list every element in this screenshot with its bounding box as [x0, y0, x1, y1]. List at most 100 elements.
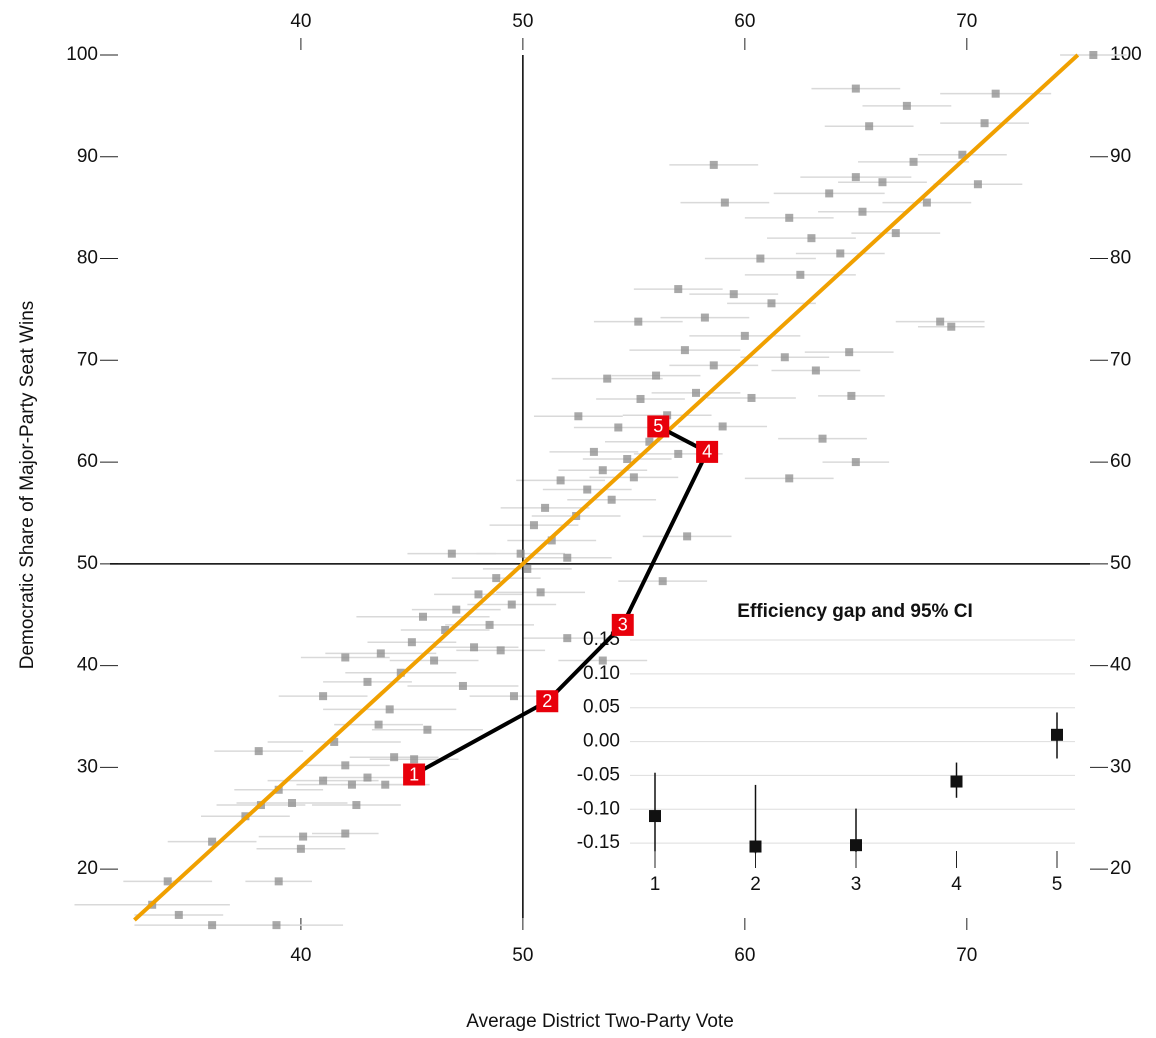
path-point-label: 3 [618, 615, 628, 635]
point [692, 388, 701, 397]
point [891, 229, 900, 238]
point [319, 776, 328, 785]
point [767, 299, 776, 308]
point [674, 285, 683, 294]
path-point-label: 4 [702, 442, 712, 462]
x-tick-label: 50 [512, 945, 533, 966]
point [845, 348, 854, 357]
inset-point [850, 839, 862, 852]
y-tick-label-right: 40 [1110, 655, 1131, 676]
point [470, 643, 479, 652]
y-tick-label-right: 30 [1110, 756, 1131, 777]
point [836, 249, 845, 258]
point [785, 474, 794, 483]
path-point-label: 2 [542, 691, 552, 711]
point [376, 649, 385, 658]
point [492, 574, 501, 583]
point [700, 313, 709, 322]
point [663, 411, 672, 420]
point [652, 371, 661, 380]
point [958, 150, 967, 159]
point [756, 254, 765, 263]
point [274, 877, 283, 886]
point [718, 422, 727, 431]
point [381, 780, 390, 789]
point [410, 755, 419, 764]
point [614, 423, 623, 432]
path-point [696, 440, 719, 463]
inset-y-tick-label: -0.05 [577, 764, 620, 785]
x-tick-label: 40 [290, 945, 311, 966]
point [407, 638, 416, 647]
point [909, 157, 918, 166]
point [509, 692, 518, 701]
point [341, 761, 350, 770]
point [374, 720, 383, 729]
y-tick-label-right: 20 [1110, 858, 1131, 879]
point [536, 588, 545, 597]
point [623, 455, 632, 464]
x-axis-label: Average District Two-Party Vote [466, 1011, 734, 1032]
point [541, 503, 550, 512]
point [347, 780, 356, 789]
point [634, 317, 643, 326]
point [807, 234, 816, 243]
inset-x-tick-label: 1 [650, 874, 661, 895]
point [296, 844, 305, 853]
point [319, 692, 328, 701]
y-tick-label-right: 50 [1110, 553, 1131, 574]
point [299, 832, 308, 841]
point [936, 317, 945, 326]
path-point [403, 763, 426, 786]
point [341, 829, 350, 838]
point [474, 590, 483, 599]
inset-point [749, 840, 762, 853]
point [396, 668, 405, 677]
point [603, 374, 612, 383]
point [851, 173, 860, 182]
point [878, 178, 887, 187]
path-point-label: 1 [409, 764, 419, 784]
point [851, 458, 860, 467]
point [363, 677, 372, 686]
point [674, 449, 683, 458]
point [485, 620, 494, 629]
path-point [647, 415, 670, 438]
point [507, 600, 516, 609]
inset-y-tick-label: 0.00 [583, 731, 620, 752]
point [529, 521, 538, 530]
inset-x-tick-label: 5 [1052, 874, 1063, 895]
point [563, 553, 572, 562]
point [607, 495, 616, 504]
point [447, 549, 456, 558]
point [563, 634, 572, 643]
point [720, 198, 729, 207]
point [598, 466, 607, 475]
x-tick-label-top: 70 [956, 11, 977, 32]
point [496, 646, 505, 655]
point [811, 366, 820, 375]
y-tick-label: 70 [77, 349, 98, 370]
inset-y-tick-label: -0.15 [577, 832, 620, 853]
point [523, 564, 532, 573]
point [423, 725, 432, 734]
point [658, 577, 667, 586]
point [973, 180, 982, 189]
inset-point [1051, 728, 1063, 741]
inset-x-tick-label: 4 [951, 874, 962, 895]
y-tick-label: 20 [77, 858, 98, 879]
point [747, 393, 756, 402]
inset-y-tick-label: -0.10 [577, 798, 620, 819]
y-tick-label: 30 [77, 756, 98, 777]
y-tick-label: 40 [77, 655, 98, 676]
point [645, 437, 654, 446]
point [430, 656, 439, 665]
point [441, 625, 450, 634]
point [629, 473, 638, 482]
point [922, 198, 931, 207]
inset-y-tick-label: 0.05 [583, 697, 620, 718]
point [847, 391, 856, 400]
point [363, 773, 372, 782]
point [352, 801, 361, 810]
